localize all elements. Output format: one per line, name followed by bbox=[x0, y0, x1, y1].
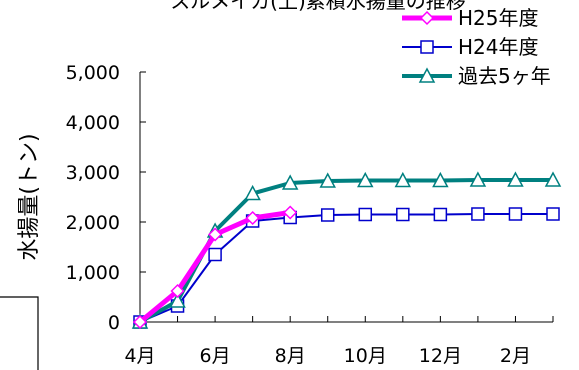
x-tick-label: 2月 bbox=[500, 345, 531, 367]
data-point-diamond bbox=[283, 205, 298, 220]
y-axis-label: 水揚量(トン) bbox=[17, 133, 42, 260]
data-point-triangle bbox=[169, 292, 186, 308]
data-point-diamond bbox=[208, 227, 223, 242]
data-point-square bbox=[358, 207, 373, 222]
x-tick-label: 10月 bbox=[344, 345, 387, 367]
data-point-triangle bbox=[244, 184, 261, 201]
data-point-triangle bbox=[432, 171, 449, 188]
y-tick-label: 4,000 bbox=[66, 112, 120, 134]
x-tick-label: 8月 bbox=[275, 345, 306, 367]
data-point-square bbox=[396, 207, 410, 222]
data-point-square bbox=[546, 207, 560, 221]
x-tick-label: 4月 bbox=[124, 345, 155, 367]
data-point-triangle bbox=[507, 171, 524, 187]
data-point-diamond bbox=[170, 283, 185, 299]
adjacent-frame bbox=[0, 296, 39, 370]
y-tick-label: 5,000 bbox=[66, 62, 120, 84]
legend-label: 過去5ヶ年 bbox=[458, 64, 551, 88]
data-point-triangle bbox=[281, 174, 299, 190]
legend-label: H24年度 bbox=[458, 35, 539, 59]
data-point-diamond bbox=[132, 314, 148, 330]
data-point-triangle bbox=[544, 171, 562, 187]
data-point-square bbox=[433, 207, 448, 222]
y-tick-label: 2,000 bbox=[66, 212, 120, 234]
data-point-diamond bbox=[245, 210, 260, 226]
data-point-square bbox=[320, 208, 335, 222]
legend-marker-triangle bbox=[418, 67, 436, 83]
legend-label: H25年度 bbox=[458, 6, 539, 30]
data-point-triangle bbox=[357, 171, 374, 188]
y-tick-label: 0 bbox=[108, 312, 120, 334]
legend-marker-square bbox=[420, 40, 434, 54]
data-point-square bbox=[208, 247, 222, 262]
series-line-square bbox=[139, 213, 553, 323]
data-point-square bbox=[471, 207, 485, 221]
data-point-triangle bbox=[469, 171, 487, 187]
legend-marker-diamond bbox=[419, 10, 435, 26]
x-tick-label: 12月 bbox=[419, 345, 462, 367]
x-tick-label: 6月 bbox=[200, 345, 231, 367]
data-point-triangle bbox=[319, 172, 336, 188]
data-point-square bbox=[508, 207, 523, 221]
data-point-triangle bbox=[394, 171, 412, 188]
y-tick-label: 3,000 bbox=[66, 162, 120, 184]
chart-title: スルメイカ(上)累積水揚量の推移 bbox=[170, 0, 466, 13]
y-tick-label: 1,000 bbox=[66, 262, 120, 284]
